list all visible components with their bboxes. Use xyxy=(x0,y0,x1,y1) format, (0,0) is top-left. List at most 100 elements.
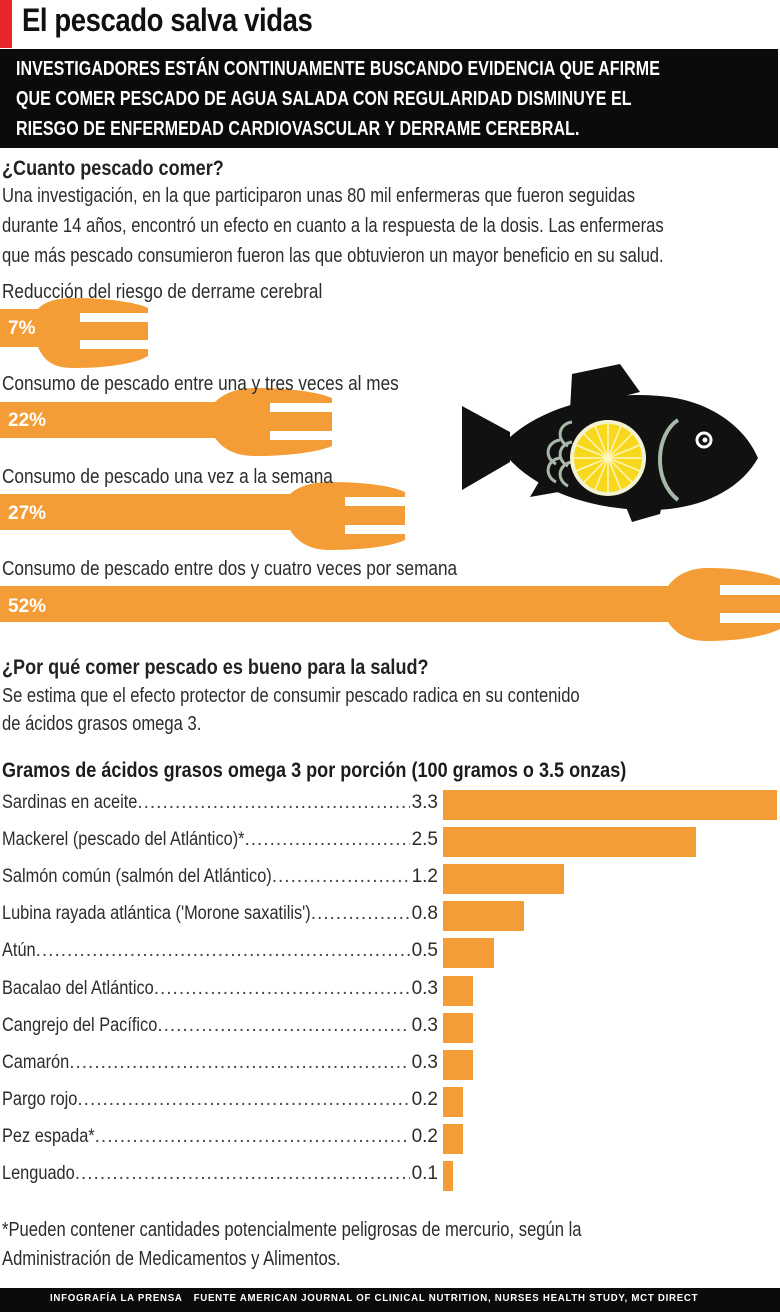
section2-heading: ¿Por qué comer pescado es bueno para la … xyxy=(2,656,498,680)
heading-text: ¿Por qué comer pescado es bueno para la … xyxy=(2,656,429,679)
row-value: 0.2 xyxy=(411,1126,438,1147)
fork-icon xyxy=(0,298,148,368)
row-value: 1.2 xyxy=(411,866,438,887)
footnote-text: *Pueden contener cantidades potencialmen… xyxy=(2,1219,582,1241)
chart-bar xyxy=(443,901,524,931)
row-value: 0.8 xyxy=(411,903,438,924)
chart-bar xyxy=(443,1013,473,1043)
footnote-text: Administración de Medicamentos y Aliment… xyxy=(2,1248,341,1270)
chart-bar xyxy=(443,1124,463,1154)
chart-bar xyxy=(443,864,564,894)
row-value: 3.3 xyxy=(411,792,438,813)
chart-bar xyxy=(443,1050,473,1080)
body-text: que más pescado consumieron fueron las q… xyxy=(2,245,664,267)
leader-dots: ........................................… xyxy=(77,1089,410,1110)
fork-value-2: 22% xyxy=(8,410,47,431)
chart-bar xyxy=(443,976,473,1006)
body-text: Se estima que el efecto protector de con… xyxy=(2,685,580,707)
chart-row-label: Mackerel (pescado del Atlántico)*.......… xyxy=(2,829,438,857)
deck-text: RIESGO DE ENFERMEDAD CARDIOVASCULAR Y DE… xyxy=(16,118,580,140)
heading-text: ¿Cuanto pescado comer? xyxy=(2,157,224,180)
row-value: 0.3 xyxy=(411,978,438,999)
page-title: El pescado salva vidas xyxy=(22,2,360,39)
row-name: Pez espada* xyxy=(2,1126,95,1147)
leader-dots: ........................................… xyxy=(244,829,410,850)
chart-row-label: Lenguado................................… xyxy=(2,1163,438,1191)
footnote-line: *Pueden contener cantidades potencialmen… xyxy=(2,1219,700,1242)
chart-row-label: Bacalao del Atlántico...................… xyxy=(2,978,438,1006)
body-text: de ácidos grasos omega 3. xyxy=(2,713,202,735)
row-value: 0.1 xyxy=(411,1163,438,1184)
section1-body-line: Una investigación, en la que participaro… xyxy=(2,185,765,208)
row-value: 0.3 xyxy=(411,1015,438,1036)
fork-label-text: Consumo de pescado una vez a la semana xyxy=(2,466,333,488)
chart-row-label: Pargo rojo..............................… xyxy=(2,1089,438,1117)
row-value: 2.5 xyxy=(411,829,438,850)
deck-line-2: QUE COMER PESCADO DE AGUA SALADA CON REG… xyxy=(16,88,780,111)
fork-label-4: Consumo de pescado entre dos y cuatro ve… xyxy=(2,558,531,581)
red-accent-bar xyxy=(0,0,12,48)
chart-bar xyxy=(443,938,494,968)
chart-row-label: Atún....................................… xyxy=(2,940,438,968)
row-name: Lubina rayada atlántica ('Morone saxatil… xyxy=(2,903,311,924)
footnote-line: Administración de Medicamentos y Aliment… xyxy=(2,1248,410,1271)
fork-icon xyxy=(0,482,405,550)
row-name: Atún xyxy=(2,940,36,961)
fork-label-text: Reducción del riesgo de derrame cerebral xyxy=(2,281,323,303)
chart-row-label: Camarón.................................… xyxy=(2,1052,438,1080)
fork-value-3: 27% xyxy=(8,503,47,524)
leader-dots: ........................................… xyxy=(35,940,410,961)
row-name: Mackerel (pescado del Atlántico)* xyxy=(2,829,245,850)
fork-value-4: 52% xyxy=(8,596,47,617)
fork-label-3: Consumo de pescado una vez a la semana xyxy=(2,466,387,489)
chart-bar xyxy=(443,1161,453,1191)
fork-label-2: Consumo de pescado entre una y tres vece… xyxy=(2,373,463,396)
section2-body-line: de ácidos grasos omega 3. xyxy=(2,713,242,736)
page-title-text: El pescado salva vidas xyxy=(22,2,313,38)
fork-label-text: Consumo de pescado entre una y tres vece… xyxy=(2,373,399,395)
body-text: durante 14 años, encontró un efecto en c… xyxy=(2,215,664,237)
fork-value-1: 7% xyxy=(8,318,36,339)
section1-body-line: durante 14 años, encontró un efecto en c… xyxy=(2,215,780,238)
fork-icon xyxy=(0,388,332,456)
footer-bar xyxy=(0,1288,780,1312)
fork-label-text: Consumo de pescado entre dos y cuatro ve… xyxy=(2,558,458,580)
fork-label-1: Reducción del riesgo de derrame cerebral xyxy=(2,281,374,304)
chart-bar xyxy=(443,790,777,820)
row-name: Sardinas en aceite xyxy=(2,792,138,813)
deck-text: QUE COMER PESCADO DE AGUA SALADA CON REG… xyxy=(16,88,632,110)
leader-dots: ........................................… xyxy=(74,1163,410,1184)
chart-title-text: Gramos de ácidos grasos omega 3 por porc… xyxy=(2,759,627,782)
deck-box xyxy=(0,49,778,148)
leader-dots: ........................................… xyxy=(310,903,410,924)
footer-credits: INFOGRAFÍA LA PRENSA FUENTE AMERICAN JOUR… xyxy=(50,1292,755,1304)
section1-body-line: que más pescado consumieron fueron las q… xyxy=(2,245,780,268)
row-name: Camarón xyxy=(2,1052,70,1073)
chart-row-label: Pez espada*.............................… xyxy=(2,1126,438,1154)
row-name: Pargo rojo xyxy=(2,1089,78,1110)
chart-title: Gramos de ácidos grasos omega 3 por porc… xyxy=(2,759,728,783)
row-name: Lenguado xyxy=(2,1163,75,1184)
row-value: 0.3 xyxy=(411,1052,438,1073)
chart-row-label: Salmón común (salmón del Atlántico).....… xyxy=(2,866,438,894)
fish-with-lemon-icon xyxy=(462,364,758,522)
row-name: Cangrejo del Pacífico xyxy=(2,1015,158,1036)
chart-bar xyxy=(443,1087,463,1117)
leader-dots: ........................................… xyxy=(271,866,410,887)
row-name: Salmón común (salmón del Atlántico) xyxy=(2,866,272,887)
leader-dots: ........................................… xyxy=(94,1126,410,1147)
leader-dots: ........................................… xyxy=(137,792,409,813)
section2-body-line: Se estima que el efecto protector de con… xyxy=(2,685,698,708)
chart-row-label: Lubina rayada atlántica ('Morone saxatil… xyxy=(2,903,438,931)
row-value: 0.2 xyxy=(411,1089,438,1110)
deck-line-1: INVESTIGADORES ESTÁN CONTINUAMENTE BUSCA… xyxy=(16,58,780,81)
body-text: Una investigación, en la que participaro… xyxy=(2,185,636,207)
leader-dots: ........................................… xyxy=(153,978,410,999)
leader-dots: ........................................… xyxy=(157,1015,409,1036)
chart-row-label: Cangrejo del Pacífico...................… xyxy=(2,1015,438,1043)
fork-icon xyxy=(0,568,780,641)
row-name: Bacalao del Atlántico xyxy=(2,978,154,999)
chart-row-label: Sardinas en aceite......................… xyxy=(2,792,438,820)
footer-source: FUENTE AMERICAN JOURNAL OF CLINICAL NUTR… xyxy=(193,1292,699,1304)
chart-bar xyxy=(443,827,696,857)
